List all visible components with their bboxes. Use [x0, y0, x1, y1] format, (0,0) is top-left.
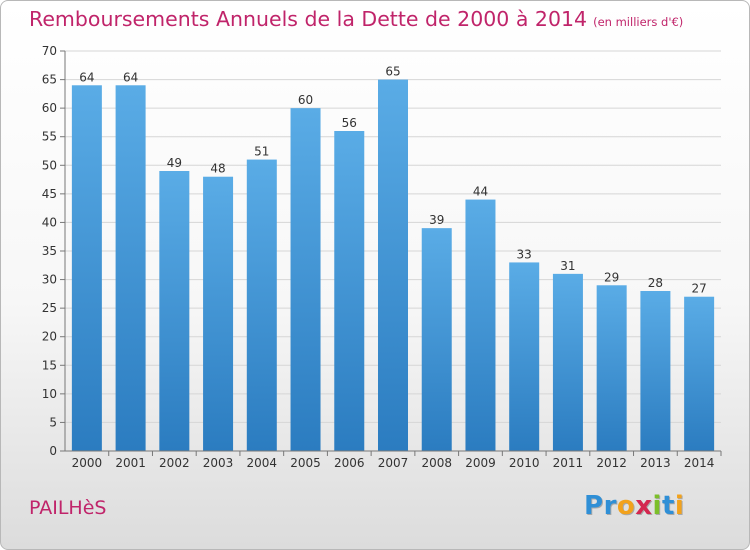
data-label-2014: 27: [691, 282, 706, 296]
proxiti-logo[interactable]: Proxiti: [584, 491, 684, 521]
x-tick-label-2012: 2012: [596, 456, 627, 470]
y-tick-label: 20: [42, 330, 57, 344]
data-label-2011: 31: [560, 259, 575, 273]
x-tick-label-2011: 2011: [553, 456, 584, 470]
data-label-2000: 64: [79, 70, 94, 84]
bar-2002[interactable]: [159, 171, 190, 451]
x-tick-label-2010: 2010: [509, 456, 540, 470]
y-tick-label: 35: [42, 244, 57, 258]
x-tick-label-2009: 2009: [465, 456, 496, 470]
y-tick-label: 0: [49, 444, 57, 458]
data-label-2004: 51: [254, 145, 269, 159]
data-label-2012: 29: [604, 270, 619, 284]
y-tick-label: 55: [42, 130, 57, 144]
x-tick-label-2000: 2000: [72, 456, 103, 470]
data-label-2001: 64: [123, 70, 138, 84]
data-labels: 64 64 49 48 51 60 56 65 39 44 33 31 29 28 27: [79, 65, 707, 296]
logo-letter: x: [635, 491, 653, 521]
chart-title: Remboursements Annuels de la Dette de 20…: [29, 7, 683, 31]
bar-2009[interactable]: [465, 199, 496, 451]
y-tick-label: 50: [42, 158, 57, 172]
x-tick-label-2006: 2006: [334, 456, 365, 470]
x-tick-label-2013: 2013: [640, 456, 671, 470]
data-label-2007: 65: [385, 65, 400, 79]
x-tick-label-2004: 2004: [247, 456, 278, 470]
bar-2014[interactable]: [684, 296, 715, 451]
x-tick-label-2008: 2008: [421, 456, 452, 470]
y-tick-label: 15: [42, 358, 57, 372]
axes: 0 5 10 15 20 25 30 35 40 45 50 55 60 65 70 2000 2001 2002…: [42, 44, 722, 470]
data-label-2008: 39: [429, 213, 444, 227]
x-tick-label-2001: 2001: [115, 456, 146, 470]
x-tick-label-2002: 2002: [159, 456, 190, 470]
logo-letter: P: [584, 491, 604, 521]
bar-2010[interactable]: [509, 262, 540, 451]
y-tick-label: 5: [49, 415, 57, 429]
bar-2003[interactable]: [203, 176, 234, 451]
bar-2004[interactable]: [246, 159, 277, 452]
data-label-2002: 49: [167, 156, 182, 170]
bar-2008[interactable]: [421, 228, 452, 451]
commune-name: PAILHèS: [29, 497, 107, 519]
logo-letter: t: [661, 491, 675, 521]
data-label-2003: 48: [210, 162, 225, 176]
bar-2013[interactable]: [640, 291, 671, 451]
data-label-2009: 44: [473, 185, 488, 199]
y-tick-label: 45: [42, 187, 57, 201]
logo-letter: o: [616, 491, 636, 521]
y-tick-label: 30: [42, 273, 57, 287]
bar-2012[interactable]: [596, 285, 627, 451]
x-tick-label-2014: 2014: [684, 456, 715, 470]
bar-2005[interactable]: [290, 108, 321, 452]
logo-letter: i: [674, 491, 685, 521]
y-tick-label: 10: [42, 387, 57, 401]
bar-2000[interactable]: [71, 85, 102, 452]
y-tick-label: 65: [42, 73, 57, 87]
bar-2006[interactable]: [334, 131, 365, 451]
x-tick-label-2007: 2007: [378, 456, 409, 470]
bar-2011[interactable]: [552, 273, 583, 451]
bar-2001[interactable]: [115, 85, 146, 452]
logo-letter: i: [652, 491, 662, 521]
y-tick-label: 40: [42, 215, 57, 229]
x-tick-label-2005: 2005: [290, 456, 321, 470]
x-tick-label-2003: 2003: [203, 456, 234, 470]
data-label-2010: 33: [517, 247, 532, 261]
data-label-2006: 56: [342, 116, 357, 130]
bars: [71, 79, 715, 452]
data-label-2013: 28: [648, 276, 663, 290]
y-tick-label: 60: [42, 101, 57, 115]
y-tick-label: 25: [42, 301, 57, 315]
y-tick-label: 70: [42, 44, 57, 58]
chart-subtitle: (en milliers d'€): [593, 15, 684, 29]
logo-letter: r: [603, 491, 617, 521]
bar-2007[interactable]: [378, 79, 408, 452]
data-label-2005: 60: [298, 93, 313, 107]
chart-title-text: Remboursements Annuels de la Dette de 20…: [29, 7, 588, 31]
